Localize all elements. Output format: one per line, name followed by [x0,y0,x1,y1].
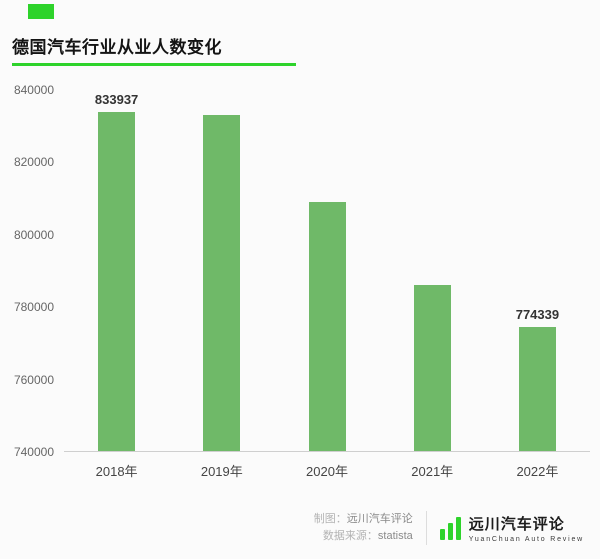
logo-text: 远川汽车评论 YuanChuan Auto Review [469,513,584,543]
bar-column: 833937 [64,90,169,451]
source-line: 数据来源：statista [314,528,413,545]
bar [203,115,241,451]
brand-logo: 远川汽车评论 YuanChuan Auto Review [439,513,584,543]
y-tick: 780000 [13,300,54,315]
x-label: 2018年 [95,464,138,479]
x-axis-labels: 2018年 2019年 2020年 2021年 2022年 [64,454,590,480]
y-tick: 820000 [13,155,54,170]
y-tick: 800000 [13,227,54,242]
x-label: 2019年 [200,464,243,479]
source-value: statista [377,530,413,542]
bar [98,111,136,451]
footer-divider [425,511,427,545]
bar-column [274,90,379,451]
footer: 制图：远川汽车评论 数据来源：statista 远川汽车评论 YuanChuan… [0,497,600,559]
bar-column [380,90,485,451]
x-label: 2022年 [516,464,559,479]
bar [308,201,346,451]
bar [413,284,451,451]
bar-column: 774339 [485,90,590,451]
source-label: 数据来源： [322,530,378,542]
page-title: 德国汽车行业从业人数变化 [12,38,222,57]
credit-label: 制图： [313,512,347,525]
y-axis: 840000 820000 800000 780000 760000 740000 [0,83,58,459]
accent-square [28,4,54,19]
plot-area: 833937 774339 [64,90,590,452]
footer-credits: 制图：远川汽车评论 数据来源：statista [314,511,413,545]
bar-chart: 840000 820000 800000 780000 760000 740000 833… [0,72,600,480]
logo-bars-icon [439,516,461,540]
bar-column [169,90,274,451]
chart-header: 德国汽车行业从业人数变化 [12,33,296,66]
y-tick: 740000 [13,445,54,459]
bar-value-label: 833937 [94,91,139,107]
credit-line: 制图：远川汽车评论 [314,511,413,528]
title-underline [12,63,296,66]
bar-value-label: 774339 [515,307,560,323]
bar [518,327,556,451]
x-label: 2021年 [411,464,454,479]
logo-name: 远川汽车评论 [468,516,565,533]
x-label: 2020年 [306,464,348,479]
y-tick: 840000 [13,83,54,97]
logo-subtitle: YuanChuan Auto Review [468,536,584,543]
y-tick: 760000 [13,372,54,387]
credit-value: 远川汽车评论 [346,512,413,525]
